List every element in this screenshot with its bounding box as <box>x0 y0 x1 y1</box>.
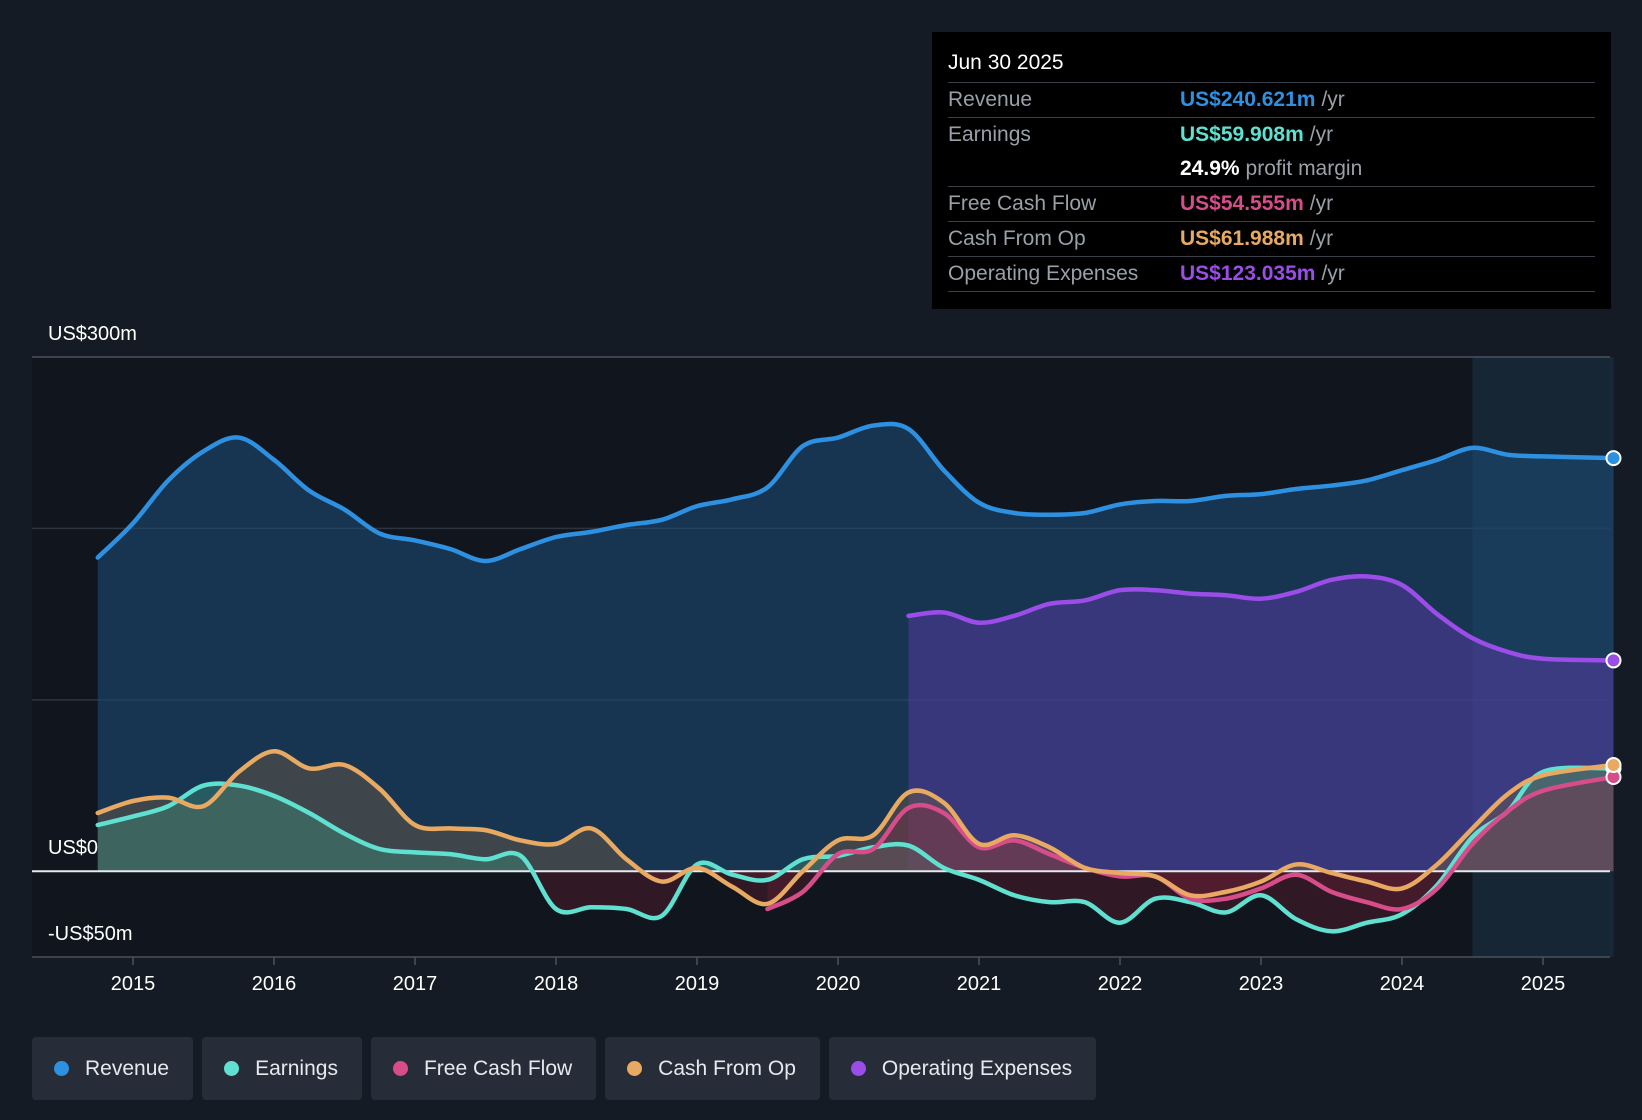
series-areas <box>97 423 1614 932</box>
tooltip-row-unit: profit margin <box>1245 157 1363 180</box>
x-axis-ticks: 2015 2016 2017 2018 2019 2020 2021 2022 2023 2024… <box>111 957 1566 995</box>
legend-item-free-cash-flow[interactable]: Free Cash Flow <box>370 1037 597 1100</box>
tooltip-row-value: US$61.988m <box>1180 227 1304 250</box>
tooltip-row-unit: /yr <box>1321 88 1345 111</box>
operating-expenses-end-dot <box>1605 652 1622 669</box>
legend-label: Operating Expenses <box>881 1056 1073 1080</box>
x-tick-label: 2025 <box>1521 973 1566 995</box>
x-tick-label: 2016 <box>252 973 297 995</box>
revenue-end-dot <box>1605 450 1622 467</box>
x-tick-label: 2019 <box>675 973 720 995</box>
x-tick-label: 2022 <box>1098 973 1143 995</box>
x-tick-label: 2018 <box>534 973 579 995</box>
legend-item-cash-from-op[interactable]: Cash From Op <box>605 1037 820 1100</box>
y-axis-label-top: US$300m <box>48 323 137 345</box>
legend-label: Revenue <box>85 1056 170 1080</box>
cash-from-op-end-dot <box>1605 757 1622 773</box>
tooltip-row-label: Cash From Op <box>948 227 1086 250</box>
legend-label: Cash From Op <box>658 1056 796 1080</box>
tooltip-row-unit: /yr <box>1309 123 1334 146</box>
tooltip-row-value: US$59.908m <box>1180 123 1304 146</box>
cash-from-op-line <box>95 749 1616 907</box>
legend-dot-icon <box>850 1061 866 1076</box>
tooltip-row-value: 24.9% <box>1180 157 1240 180</box>
series-end-markers <box>1605 450 1622 785</box>
earnings-area-negative <box>97 871 1614 932</box>
x-tick-label: 2023 <box>1239 973 1284 995</box>
tooltip-row-label: Free Cash Flow <box>948 192 1097 215</box>
tooltip-row-profit-margin: 24.9% profit margin <box>948 152 1595 187</box>
tooltip-row-earnings: Earnings US$59.908m/yr <box>948 118 1595 152</box>
operating-expenses-area <box>908 576 1614 872</box>
cash-from-op-area-positive <box>97 751 1614 872</box>
tooltip-row-label: Revenue <box>948 88 1033 111</box>
tooltip-row-value: US$240.621m <box>1180 88 1316 111</box>
series-lines <box>32 421 1616 934</box>
tooltip-row-unit: /yr <box>1309 192 1334 215</box>
tooltip-row-operating-expenses: Operating Expenses US$123.035m/yr <box>948 257 1595 292</box>
legend-item-operating-expenses[interactable]: Operating Expenses <box>828 1037 1097 1100</box>
tooltip-row-value: US$123.035m <box>1180 262 1316 285</box>
legend-label: Earnings <box>255 1056 338 1080</box>
operating-expenses-line <box>906 573 1616 663</box>
x-tick-label: 2015 <box>111 973 156 995</box>
tooltip-rows: Revenue US$240.621m/yr Earnings US$59.908m /… <box>948 83 1595 292</box>
chart-legend: Revenue Earnings Free Cash Flow Cash From O… <box>32 1037 1105 1100</box>
tooltip-row-cash-from-op: Cash From Op US$61.988m/yr <box>948 222 1595 257</box>
legend-item-earnings[interactable]: Earnings <box>202 1037 362 1100</box>
tooltip-row-free-cash-flow: Free Cash Flow US$54.555m/yr <box>948 187 1595 222</box>
x-tick-label: 2020 <box>816 973 861 995</box>
legend-item-revenue[interactable]: Revenue <box>32 1037 194 1100</box>
legend-dot-icon <box>392 1061 408 1076</box>
revenue-line <box>95 421 1616 564</box>
legend-dot-icon <box>54 1061 69 1076</box>
tooltip-date: Jun 30 2025 <box>948 46 1595 83</box>
legend-dot-icon <box>224 1061 240 1076</box>
y-axis-label-bottom: -US$50m <box>48 923 132 945</box>
tooltip-row-label: Operating Expenses <box>948 262 1139 285</box>
tooltip-row-value: US$54.555m <box>1180 192 1304 215</box>
tooltip-row-label: Earnings <box>948 123 1031 146</box>
legend-dot-icon <box>627 1061 643 1076</box>
data-tooltip: Jun 30 2025 Revenue US$240.621m/yr Earning… <box>932 32 1611 309</box>
x-tick-label: 2017 <box>393 973 438 995</box>
x-tick-label: 2021 <box>957 973 1002 995</box>
free-cash-flow-area-positive <box>821 777 1614 872</box>
x-tick-label: 2024 <box>1380 973 1425 995</box>
free-cash-flow-area-negative <box>767 871 1614 910</box>
tooltip-row-unit: /yr <box>1309 227 1334 250</box>
cash-from-op-area-negative <box>97 871 1614 905</box>
tooltip-row-unit: /yr <box>1321 262 1345 285</box>
tooltip-row-revenue: Revenue US$240.621m/yr <box>948 83 1595 118</box>
tooltip-row-label <box>948 152 1180 186</box>
legend-label: Free Cash Flow <box>423 1056 573 1080</box>
y-axis-label-zero: US$0 <box>48 837 98 859</box>
